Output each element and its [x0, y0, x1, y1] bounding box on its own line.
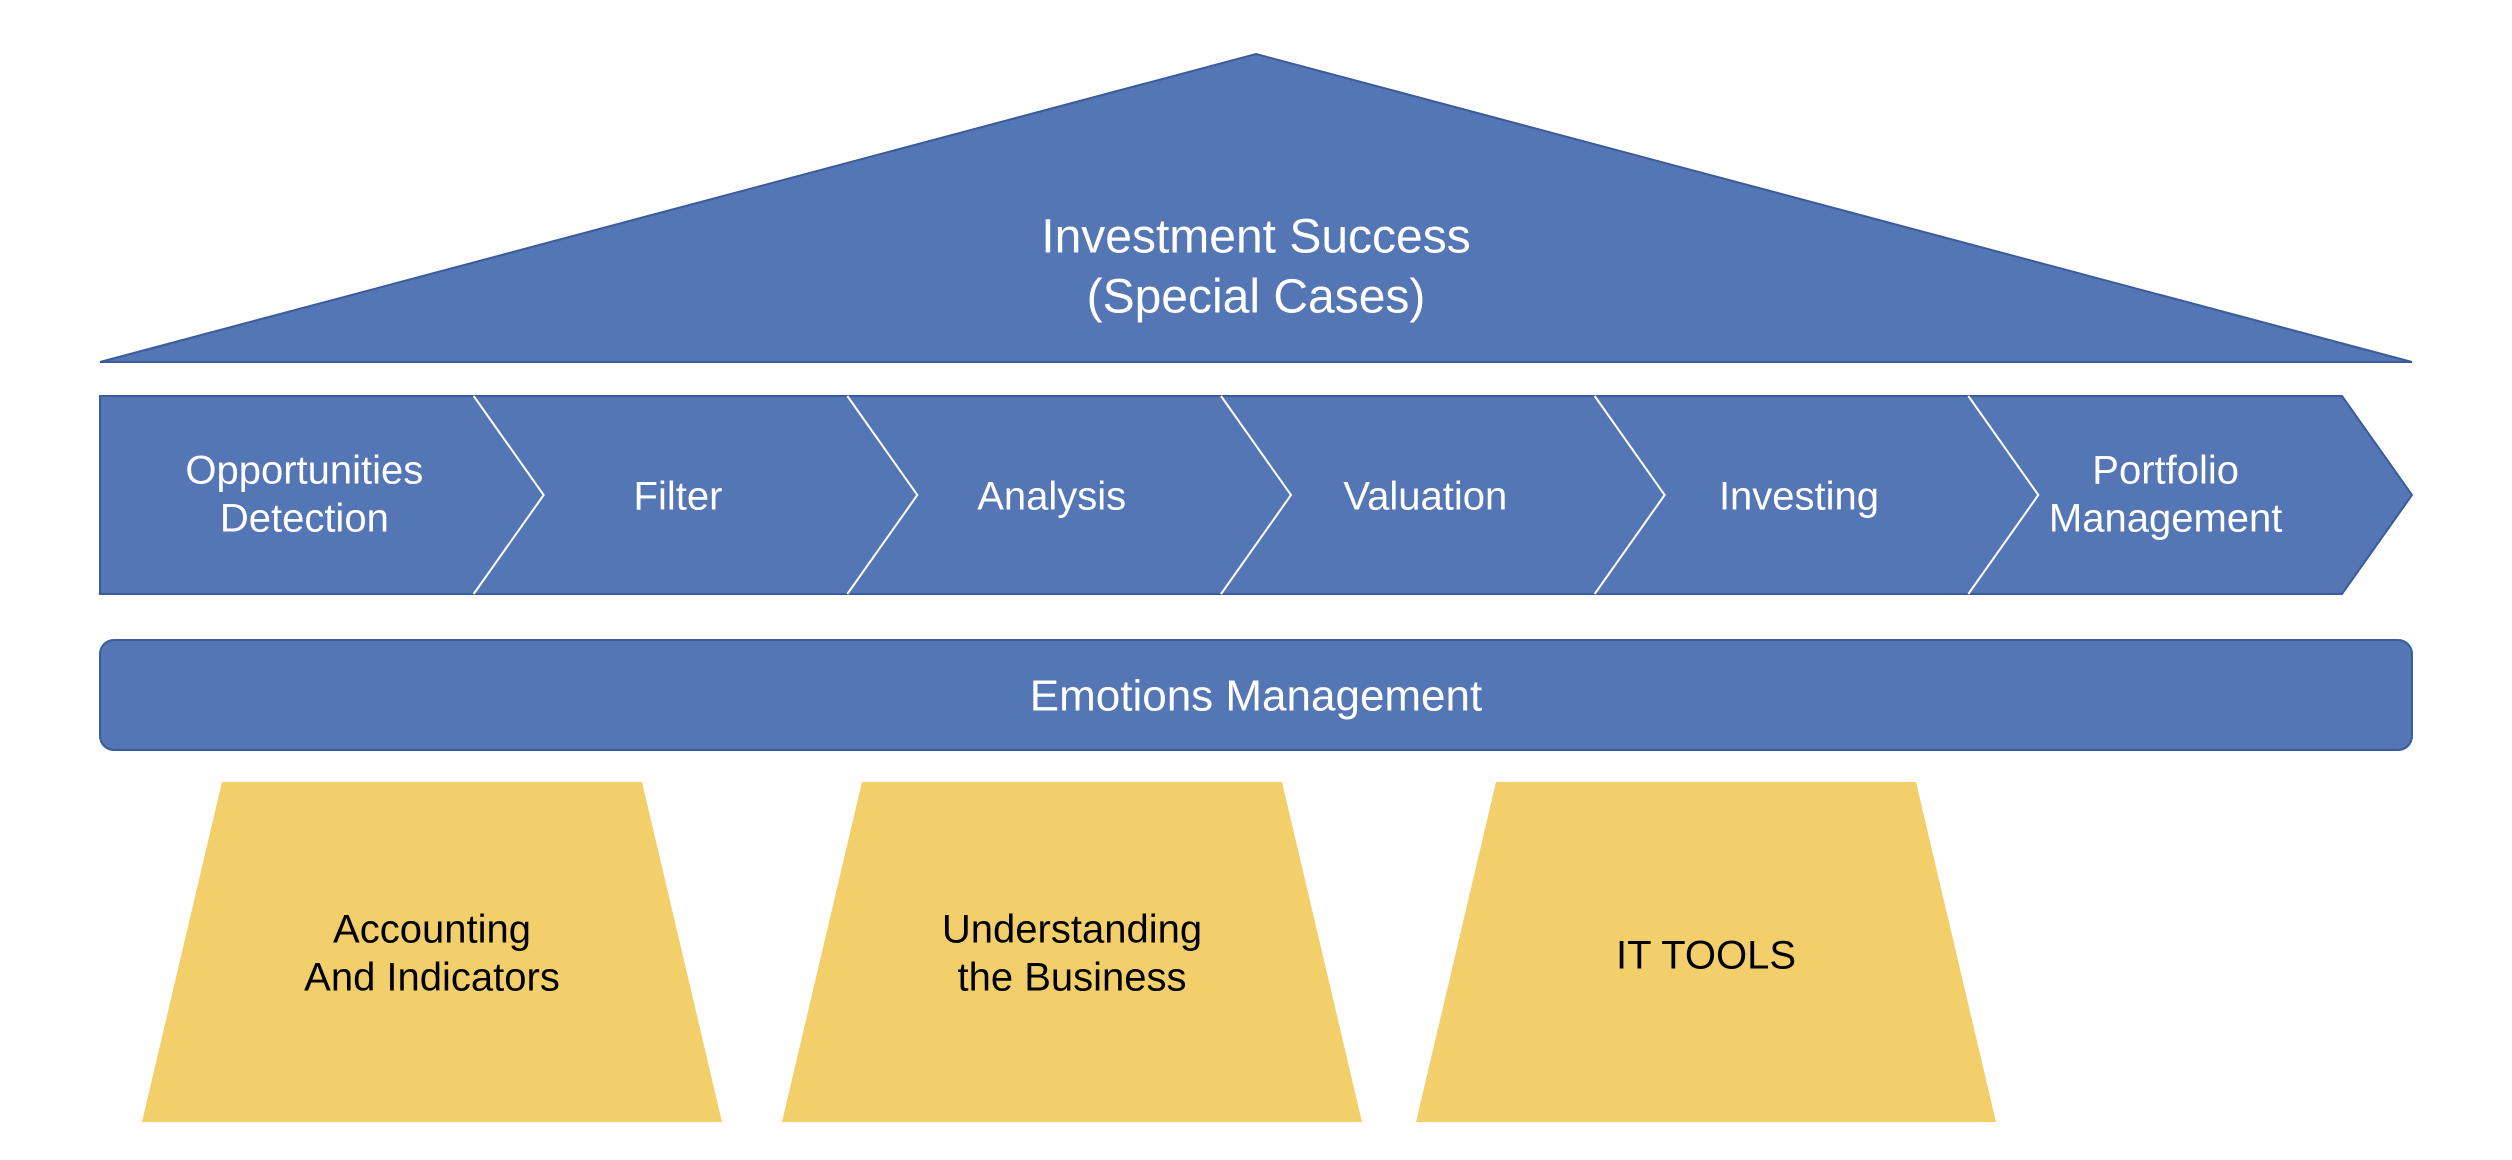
pillar-label: Accounting: [333, 908, 531, 952]
process-step-label: Valuation: [1343, 475, 1507, 519]
pillar-trapezoid: [142, 782, 722, 1122]
diagram-stage: Investment Success (Special Cases) Opportu…: [0, 0, 2512, 1160]
process-arrow: [100, 396, 2412, 594]
roof-title-line1: Investment Success: [1041, 211, 1471, 264]
process-step-label: Investing: [1719, 475, 1879, 519]
process-step-label: Management: [2049, 497, 2282, 541]
pillar-label: Understanding: [942, 908, 1202, 952]
process-step-label: Portfolio: [2092, 449, 2239, 493]
pillar-label: And Indicators: [304, 956, 560, 1000]
pillar-trapezoid: [782, 782, 1362, 1122]
process-step-label: Opportunities: [185, 449, 423, 493]
roof-title-line2: (Special Cases): [1087, 271, 1426, 324]
pillar-label: IT TOOLS: [1616, 934, 1796, 978]
process-step-label: Filter: [634, 475, 723, 519]
process-step-label: Detection: [220, 497, 389, 541]
diagram-svg: Investment Success (Special Cases) Opportu…: [0, 0, 2512, 1160]
pillar-label: the Business: [957, 956, 1186, 1000]
process-step-label: Analysis: [977, 475, 1126, 519]
emotions-band-label: Emotions Management: [1030, 672, 1482, 721]
